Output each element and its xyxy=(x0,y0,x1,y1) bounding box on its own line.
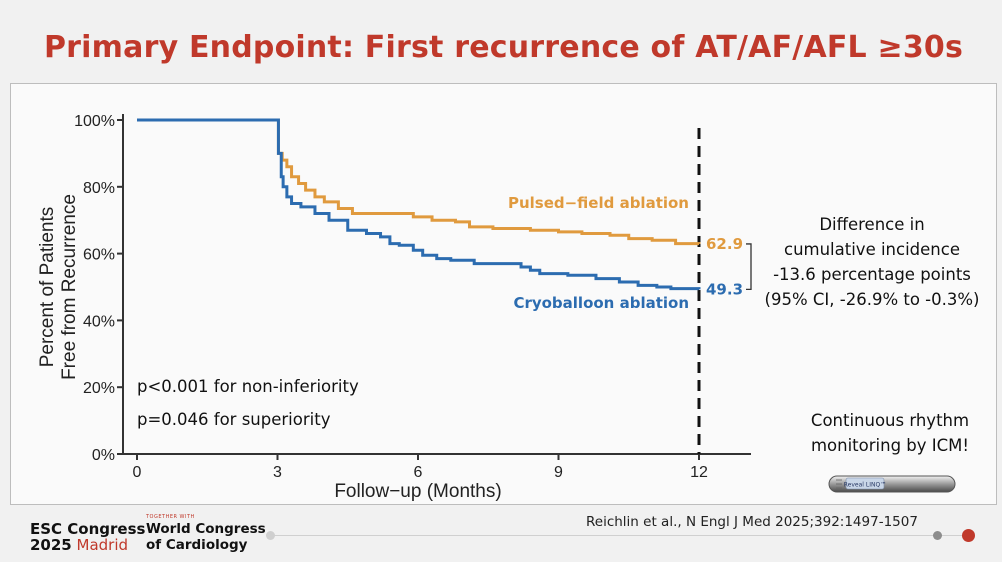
axes xyxy=(122,114,751,455)
difference-line-4: (95% CI, -26.9% to -0.3%) xyxy=(764,290,980,309)
citation: Reichlin et al., N Engl J Med 2025;392:1… xyxy=(586,514,918,530)
difference-line-1: Difference in xyxy=(819,215,925,234)
difference-summary: Difference in cumulative incidence -13.6… xyxy=(752,212,992,312)
series-label-cryoballoon: Cryoballoon ablation xyxy=(513,294,689,312)
y-tick-label: 60% xyxy=(83,247,115,264)
wc-logo-line1: World Congress xyxy=(146,521,266,537)
chart-panel: 0% 20% 40% 60% 80% 100% 0 3 6 9 12 Percent of Pat… xyxy=(10,83,997,505)
x-tick-label: 12 xyxy=(690,464,708,481)
difference-line-3: -13.6 percentage points xyxy=(773,265,971,284)
footer-dot-middle xyxy=(933,531,942,540)
y-ticks: 0% 20% 40% 60% 80% 100% xyxy=(74,113,123,464)
x-tick-label: 3 xyxy=(273,464,282,481)
y-tick-label: 100% xyxy=(74,113,115,130)
icm-device-image: Reveal LINQ™ xyxy=(828,475,956,493)
y-axis-label-line1: Percent of Patients xyxy=(37,207,58,368)
wc-logo-line2: of Cardiology xyxy=(146,537,248,553)
esc-congress-logo: ESC Congress 2025 Madrid xyxy=(30,521,145,553)
icm-note-line-2: monitoring by ICM! xyxy=(810,436,970,455)
x-axis-label: Follow−up (Months) xyxy=(334,481,501,502)
wc-logo-small: TOGETHER WITH xyxy=(146,514,195,520)
p-value-superiority: p=0.046 for superiority xyxy=(137,410,331,429)
esc-logo-line1: ESC Congress xyxy=(30,520,146,538)
y-axis-label-line2: Free from Recurrence xyxy=(59,194,80,380)
end-value-cryoballoon: 49.3 xyxy=(706,280,743,298)
icm-device-label: Reveal LINQ™ xyxy=(844,482,886,489)
x-tick-label: 6 xyxy=(414,464,423,481)
world-congress-logo: TOGETHER WITH World Congress of Cardiolo… xyxy=(146,514,266,553)
esc-logo-year: 2025 xyxy=(30,536,72,554)
footer-progress-line xyxy=(270,535,970,536)
y-tick-label: 40% xyxy=(83,313,115,330)
series-label-pulsed-field: Pulsed−field ablation xyxy=(508,194,689,212)
series-line-pulsed-field xyxy=(137,118,701,246)
difference-line-2: cumulative incidence xyxy=(784,240,960,259)
x-tick-label: 9 xyxy=(554,464,563,481)
y-tick-label: 20% xyxy=(83,380,115,397)
esc-logo-city: Madrid xyxy=(76,536,129,554)
icm-note-line-1: Continuous rhythm xyxy=(810,411,970,430)
x-ticks: 0 3 6 9 12 xyxy=(133,454,708,481)
slide-title: Primary Endpoint: First recurrence of AT… xyxy=(44,30,964,65)
footer-dot-current xyxy=(962,529,975,542)
icm-note: Continuous rhythm monitoring by ICM! xyxy=(790,408,990,458)
footer-dot-start xyxy=(266,531,275,540)
x-tick-label: 0 xyxy=(133,464,142,481)
km-chart: 0% 20% 40% 60% 80% 100% 0 3 6 9 12 Percent of Pat… xyxy=(37,113,752,502)
p-value-noninferiority: p<0.001 for non-inferiority xyxy=(137,377,359,396)
end-value-pulsed-field: 62.9 xyxy=(706,235,743,253)
y-tick-label: 80% xyxy=(83,180,115,197)
y-tick-label: 0% xyxy=(92,447,115,464)
series-line-cryoballoon xyxy=(137,118,701,291)
difference-bracket xyxy=(746,243,752,290)
esc-logo-line2: 2025 Madrid xyxy=(30,537,145,553)
